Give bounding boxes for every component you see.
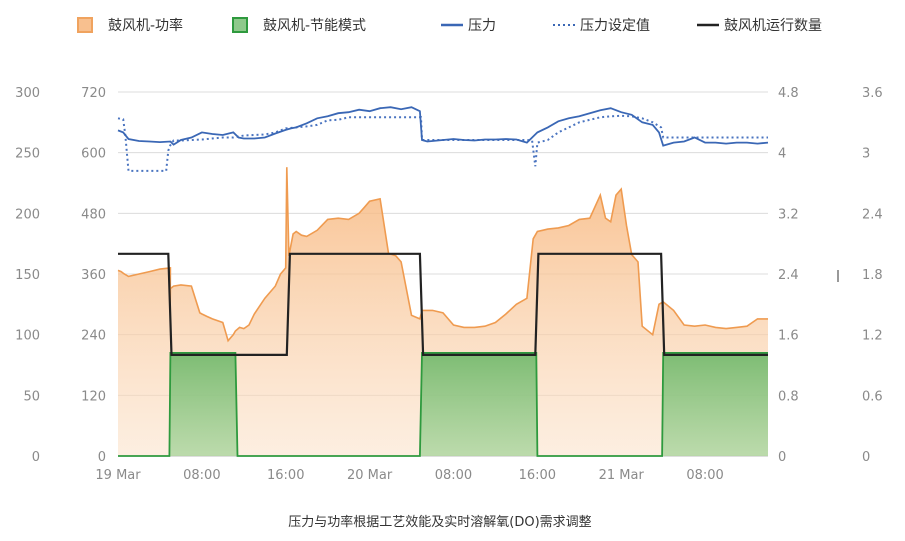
tick-right-inner-3: 2.4 [778,268,799,283]
tick-left-inner-6: 720 [81,86,106,101]
legend-item-eco[interactable]: 鼓风机-节能模式 [232,17,366,34]
tick-x-7: 08:00 [686,468,723,483]
legend-label-count: 鼓风机运行数量 [724,18,822,34]
tick-x-1: 08:00 [183,468,220,483]
tick-left-inner-1: 120 [81,389,106,404]
area-layer [117,167,768,457]
legend-swatch-power [77,17,93,33]
tick-left-outer-4: 200 [15,207,40,222]
tick-x-6: 21 Mar [599,468,645,483]
line-layer [117,106,769,356]
legend-swatch-eco [232,17,248,33]
tick-left-outer-1: 50 [23,389,40,404]
series-count-line [118,252,768,356]
legend-item-power[interactable]: 鼓风机-功率 [77,17,183,34]
legend-label-power: 鼓风机-功率 [108,17,183,34]
series-pressure-line [117,106,769,147]
tick-left-inner-4: 480 [81,207,106,222]
tick-left-outer-2: 100 [15,329,40,344]
legend-item-setpoint[interactable]: 压力设定值 [553,18,650,34]
series-eco-area [118,352,768,456]
tick-left-inner-3: 360 [81,268,106,283]
series-power-line [117,167,768,343]
tick-right-outer-2: 1.2 [862,329,883,344]
tick-left-inner-0: 0 [98,450,106,465]
legend-label-pressure: 压力 [468,18,496,34]
tick-right-outer-3: 1.8 [862,268,883,283]
axis-layer: 0 50 100 150 200 250 300 0 120 240 360 480 600 720 0 0.… [15,86,883,483]
tick-right-inner-2: 1.6 [778,329,799,344]
tick-x-0: 19 Mar [95,468,141,483]
series-power-area [118,167,768,456]
tick-right-outer-1: 0.6 [862,389,883,404]
tick-right-outer-4: 2.4 [862,207,883,222]
tick-x-5: 16:00 [519,468,556,483]
tick-left-outer-0: 0 [32,450,40,465]
legend-item-count[interactable]: 鼓风机运行数量 [697,18,822,34]
tick-right-inner-1: 0.8 [778,389,799,404]
chart-caption: 压力与功率根据工艺效能及实时溶解氧(DO)需求调整 [288,514,591,530]
tick-left-inner-5: 600 [81,147,106,162]
tick-right-outer-0: 0 [862,450,870,465]
legend-item-pressure[interactable]: 压力 [441,18,496,34]
legend: 鼓风机-功率 鼓风机-节能模式 压力 压力设定值 鼓风机运行数量 [77,17,822,34]
tick-right-outer-6: 3.6 [862,86,883,101]
tick-x-2: 16:00 [267,468,304,483]
tick-right-inner-0: 0 [778,450,786,465]
tick-x-3: 20 Mar [347,468,393,483]
tick-x-4: 08:00 [435,468,472,483]
tick-right-inner-6: 4.8 [778,86,799,101]
legend-label-eco: 鼓风机-节能模式 [263,18,366,34]
tick-left-outer-3: 150 [15,268,40,283]
legend-label-setpoint: 压力设定值 [580,18,650,34]
tick-right-inner-4: 3.2 [778,207,799,222]
tick-left-outer-5: 250 [15,147,40,162]
series-eco-line [118,351,768,457]
tick-left-outer-6: 300 [15,86,40,101]
tick-right-inner-5: 4 [778,147,786,162]
tick-right-outer-5: 3 [862,147,870,162]
tick-left-inner-2: 240 [81,329,106,344]
